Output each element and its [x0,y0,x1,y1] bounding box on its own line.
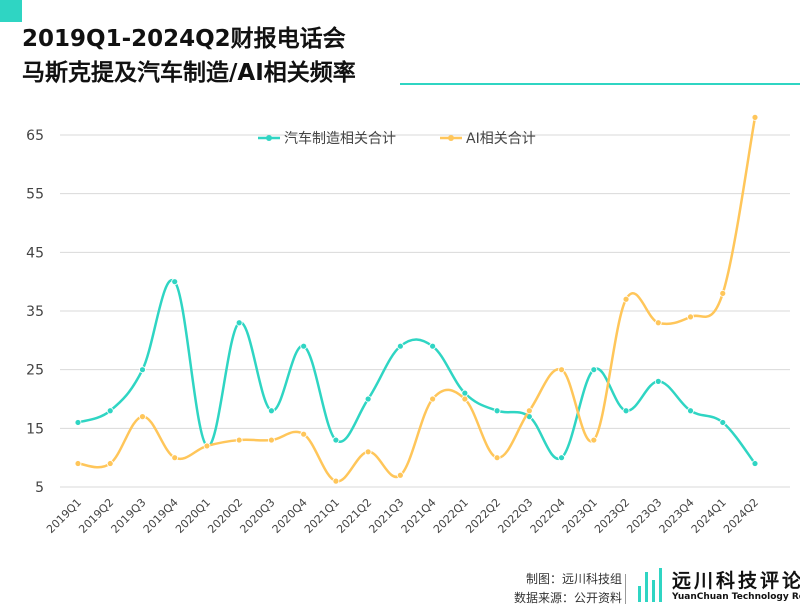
y-tick-label-25: 25 [26,363,44,379]
title-underline [400,83,800,85]
series-2-point-2022Q1 [461,395,469,403]
series-2-point-2019Q2 [106,460,114,467]
chart-title: 2019Q1-2024Q2财报电话会 马斯克提及汽车制造/AI相关频率 [22,22,356,90]
legend-marker-1 [266,135,272,141]
x-tick-label-2024Q2: 2024Q2 [721,496,761,536]
series-1-point-2023Q1 [590,366,598,374]
y-tick-label-35: 35 [26,304,44,320]
series-1-point-2019Q2 [106,407,114,415]
series-2-point-2020Q3 [268,436,275,444]
credit-maker: 制图：远川科技组 [525,572,622,586]
series-2-point-2023Q4 [687,313,694,321]
series-2-point-2022Q4 [558,366,565,374]
chart-title-line2: 马斯克提及汽车制造/AI相关频率 [22,60,356,86]
series-2-point-2023Q1 [590,436,598,444]
corner-accent-block [0,0,22,22]
series-1-point-2022Q2 [493,407,501,415]
legend-label-2: AI相关合计 [466,131,536,147]
y-tick-label-55: 55 [26,187,44,203]
footer: 制图：远川科技组 数据来源：公开资料 远川科技评论 YuanChuan Tech… [0,566,800,611]
legend-label-1: 汽车制造相关合计 [284,130,396,147]
series-1-point-2020Q4 [300,342,308,350]
series-1-point-2019Q4 [171,278,179,286]
series-2-point-2019Q1 [74,460,82,467]
line-chart: 51525354555652019Q12019Q22019Q32019Q4202… [26,114,790,536]
series-2-point-2019Q4 [171,454,179,462]
series-2-point-2022Q2 [493,454,501,462]
series-1-point-2021Q3 [396,342,404,350]
legend-marker-2 [448,135,454,141]
series-2-point-2024Q2 [751,114,759,121]
footer-separator [625,574,626,604]
y-tick-label-45: 45 [26,245,44,261]
series-2-point-2023Q3 [654,319,662,327]
series-2-point-2019Q3 [139,413,146,421]
series-2-point-2021Q4 [429,395,437,403]
series-2-point-2021Q2 [364,448,372,456]
series-1-point-2019Q1 [74,419,82,426]
y-tick-label-65: 65 [26,128,44,144]
series-2-point-2022Q3 [525,407,533,415]
series-1-point-2020Q2 [235,319,243,327]
logo-bars-icon [636,568,662,602]
y-tick-label-5: 5 [35,480,44,496]
series-1-point-2024Q2 [751,460,759,467]
series-1-point-2023Q4 [687,407,694,415]
series-1-point-2021Q2 [364,395,372,403]
series-2-point-2023Q2 [622,295,630,303]
series-1-point-2024Q1 [719,419,727,426]
series-2-point-2024Q1 [719,289,727,297]
y-tick-label-15: 15 [26,421,44,437]
logo-name: 远川科技评论 [672,570,800,592]
series-1-point-2022Q4 [558,454,565,462]
series-2-point-2021Q1 [332,477,340,485]
series-1-point-2021Q4 [429,342,437,350]
logo-subtitle: YuanChuan Technology Review [672,592,800,602]
series-2-point-2020Q1 [203,442,211,450]
series-1-point-2020Q3 [268,407,275,415]
series-1-point-2022Q1 [461,389,469,397]
credit-source: 数据来源：公开资料 [513,591,622,605]
series-1-point-2021Q1 [332,436,340,444]
series-2-point-2020Q2 [235,436,243,444]
series-1-point-2023Q2 [622,407,630,415]
series-1-point-2019Q3 [139,366,146,374]
series-2-point-2020Q4 [300,430,308,438]
series-1-point-2023Q3 [654,377,662,385]
series-2-point-2021Q3 [396,471,404,479]
chart-title-line1: 2019Q1-2024Q2财报电话会 [22,26,346,52]
